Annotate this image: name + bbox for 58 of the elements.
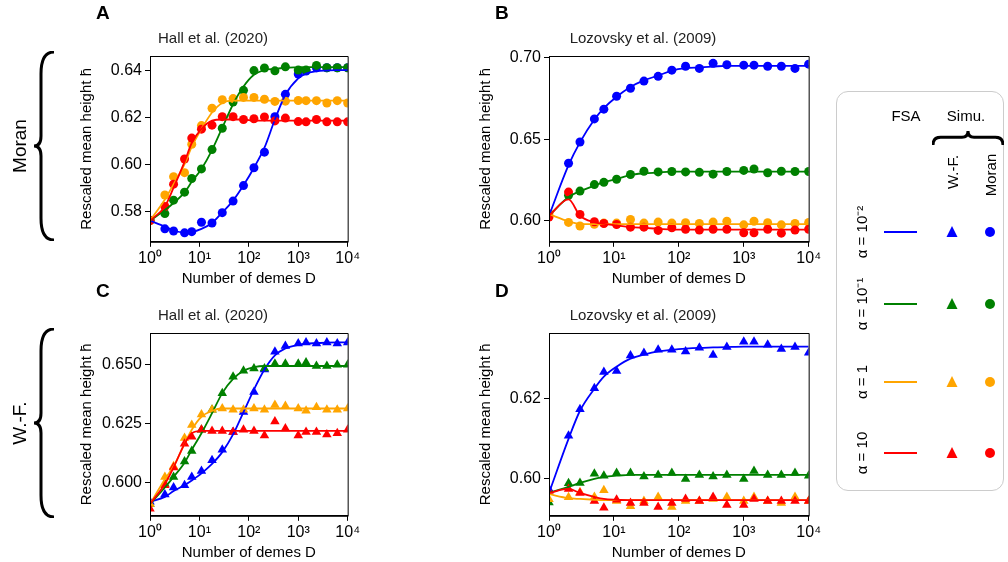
legend-label: α = 10⁻² (852, 205, 871, 259)
chart-title: Hall et al. (2020) (157, 29, 269, 47)
x-tick-label: 10³ (286, 522, 311, 540)
y-axis-title: Rescaled mean height h̄ (476, 343, 494, 506)
x-tick-label: 10¹ (602, 522, 626, 540)
x-tick-label: 10¹ (187, 248, 211, 266)
chart-title: Lozovsky et al. (2009) (569, 306, 717, 324)
x-tick-label: 10⁰ (138, 522, 162, 540)
x-tick-label: 10³ (286, 248, 311, 266)
y-tick-label: 0.60 (509, 211, 542, 229)
chart-title: Lozovsky et al. (2009) (569, 29, 717, 47)
x-axis-title: Number of demes D (181, 543, 317, 561)
text: W.-F. (9, 401, 31, 445)
y-tick-label: 0.650 (101, 355, 143, 373)
x-tick-label: 10⁴ (796, 522, 822, 540)
x-axis-title: Number of demes D (611, 543, 747, 561)
x-tick-label: 10⁴ (796, 248, 822, 266)
x-tick-label: 10⁰ (537, 248, 561, 266)
text: FSA (891, 106, 921, 124)
y-tick-label: 0.62 (110, 107, 143, 125)
y-tick-label: 0.64 (110, 60, 143, 78)
text: Simu. (946, 106, 986, 124)
x-tick-label: 10⁴ (335, 248, 361, 266)
text: Moran (9, 119, 31, 173)
x-tick-label: 10² (667, 522, 692, 540)
y-tick-label: 0.58 (110, 201, 143, 219)
x-axis-title: Number of demes D (611, 269, 747, 287)
text: D (495, 280, 509, 302)
legend-label: α = 10 (852, 431, 870, 475)
y-tick-label: 0.625 (101, 414, 143, 432)
y-tick-label: 0.60 (110, 154, 143, 172)
x-tick-label: 10² (237, 522, 262, 540)
x-tick-label: 10⁴ (335, 522, 361, 540)
text: B (495, 2, 509, 24)
y-tick-label: 0.70 (509, 48, 542, 66)
x-tick-label: 10⁰ (537, 522, 561, 540)
x-tick-label: 10² (237, 248, 262, 266)
y-tick-label: 0.600 (101, 473, 143, 491)
x-tick-label: 10¹ (602, 248, 626, 266)
x-tick-label: 10⁰ (138, 248, 162, 266)
x-tick-label: 10² (667, 248, 692, 266)
y-tick-label: 0.65 (509, 129, 542, 147)
chart-title: Hall et al. (2020) (157, 306, 269, 324)
y-tick-label: 0.62 (509, 389, 542, 407)
x-tick-label: 10³ (732, 522, 756, 540)
y-axis-title: Rescaled mean height h̄ (77, 68, 95, 230)
y-axis-title: Rescaled mean height h̄ (476, 68, 494, 230)
legend-label: α = 10⁻¹ (852, 277, 871, 331)
text: A (96, 2, 110, 24)
text: W.-F. (943, 154, 961, 190)
y-axis-title: Rescaled mean height h̄ (77, 343, 95, 506)
text: Moran (981, 153, 999, 197)
x-tick-label: 10³ (732, 248, 756, 266)
legend-label: α = 1 (852, 364, 870, 400)
x-axis-title: Number of demes D (181, 269, 317, 287)
x-tick-label: 10¹ (187, 522, 211, 540)
text: C (96, 280, 110, 302)
y-tick-label: 0.60 (509, 469, 542, 487)
